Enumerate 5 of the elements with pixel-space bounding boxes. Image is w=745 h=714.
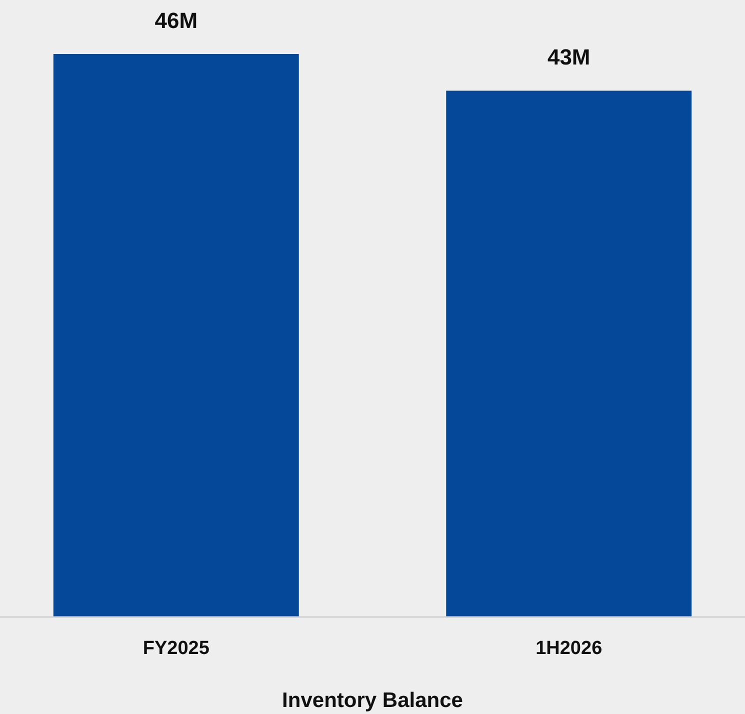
- x-tick-label: 1H2026: [536, 638, 602, 659]
- x-axis-title: Inventory Balance: [282, 689, 463, 712]
- data-label: 46M: [154, 8, 198, 33]
- data-label: 43M: [547, 44, 590, 70]
- x-tick-label: FY2025: [142, 638, 210, 659]
